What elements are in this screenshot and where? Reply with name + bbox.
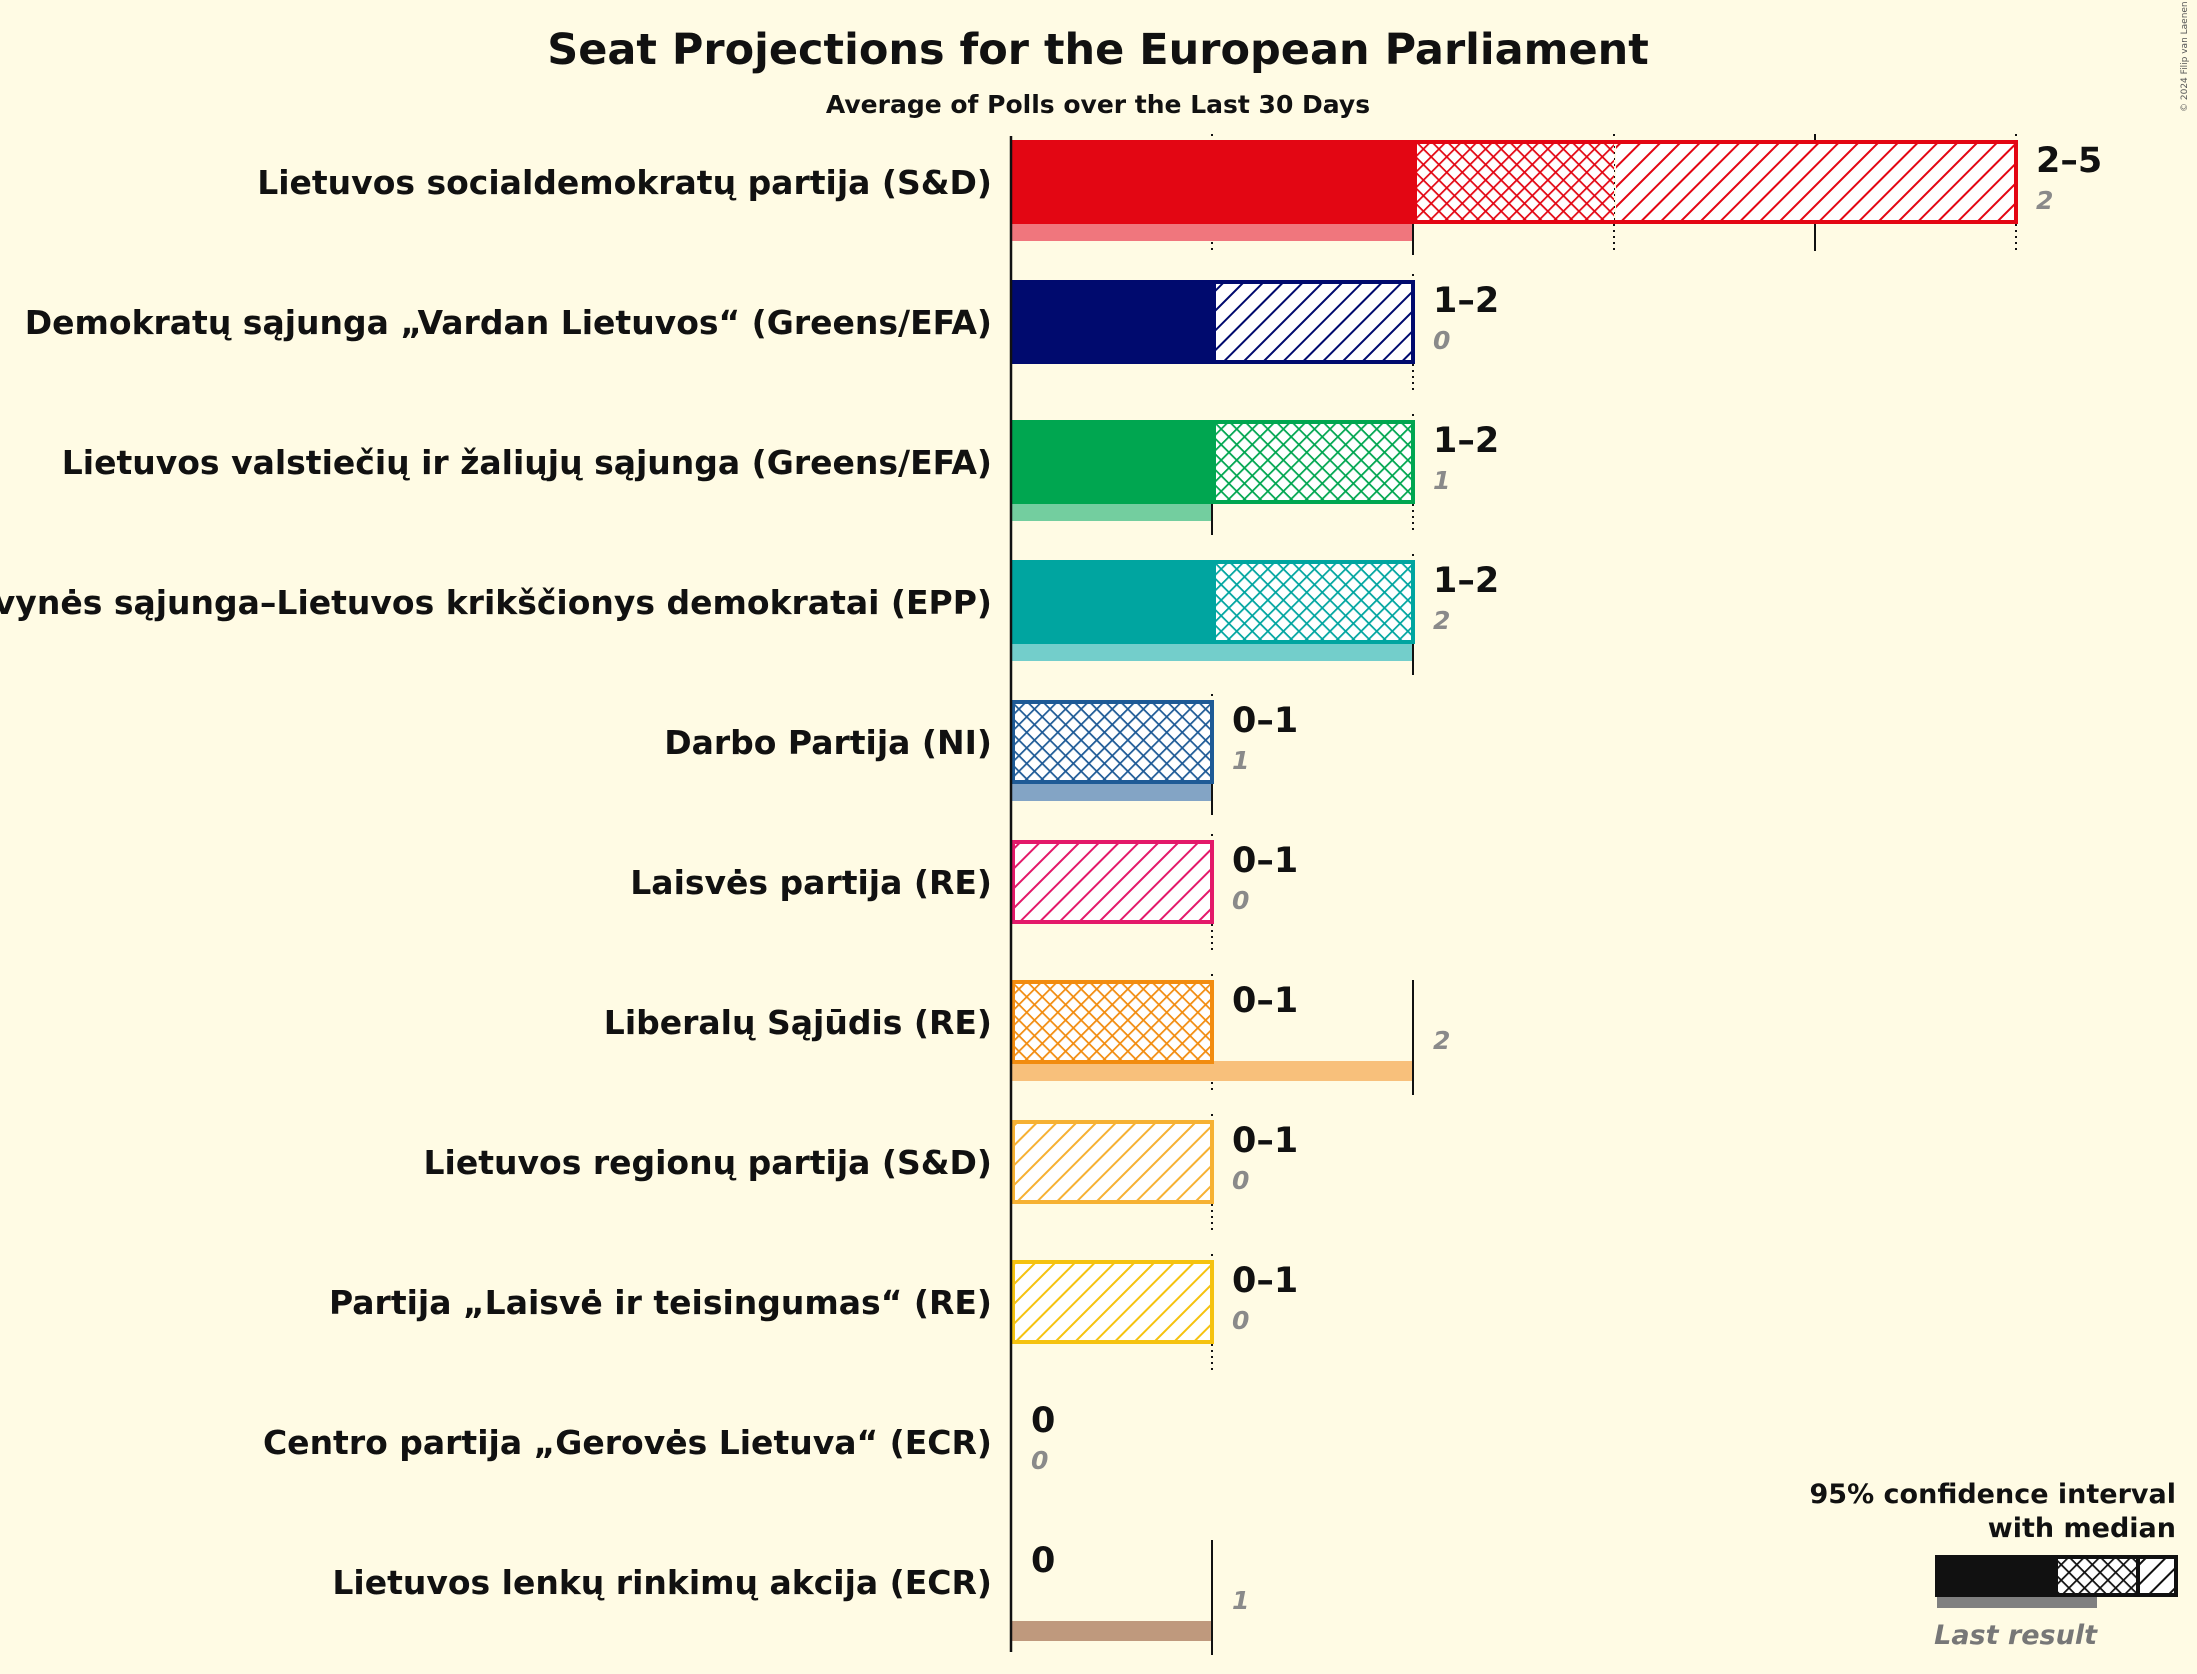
last-result-label: 0: [1031, 1446, 1048, 1475]
last-result-label: 0: [1433, 326, 1450, 355]
party-row: Partija „Laisvė ir teisingumas“ (RE) 0–1 0: [329, 1260, 1298, 1344]
ci-lower-bar: [1013, 982, 1212, 1062]
last-result-bar: [1011, 641, 1413, 661]
seat-range-label: 0: [1031, 1541, 1055, 1581]
party-label: Laisvės partija (RE): [630, 863, 992, 902]
last-result-label: 1: [1232, 746, 1249, 775]
party-row: Lietuvos regionų partija (S&D) 0–1 0: [424, 1120, 1298, 1204]
chart-title: Seat Projections for the European Parlia…: [547, 25, 1649, 75]
party-label: Tėvynės sąjunga–Lietuvos krikščionys dem…: [0, 583, 992, 622]
last-result-label: 2: [2036, 186, 2053, 215]
last-result-bar: [1011, 221, 1413, 241]
seat-range-label: 1–2: [1433, 281, 1499, 321]
seat-range-label: 0–1: [1232, 701, 1298, 741]
ci-outline: [1011, 1120, 1214, 1204]
legend-ci-line1: 95% confidence interval: [1810, 1479, 2176, 1510]
party-label: Lietuvos regionų partija (S&D): [424, 1143, 992, 1182]
last-result-label: 2: [1433, 606, 1450, 635]
legend-last-result-label: Last result: [1934, 1620, 2098, 1651]
last-result-bar: [1011, 501, 1212, 521]
ci-outline: [1011, 700, 1214, 784]
legend: 95% confidence interval with median Last…: [1810, 1479, 2178, 1651]
last-result-bar: [1011, 1061, 1413, 1081]
legend-ci-line2: with median: [1988, 1513, 2176, 1544]
last-result-label: 1: [1232, 1586, 1249, 1615]
party-row: Lietuvos lenkų rinkimų akcija (ECR) 0 1: [332, 1540, 1249, 1655]
seat-range-label: 2–5: [2036, 141, 2102, 181]
ci-outline: [1011, 1260, 1214, 1344]
legend-solid-swatch: [1935, 1555, 2056, 1597]
ci-upper-bar: [1013, 1262, 1212, 1342]
last-result-bar: [1011, 781, 1212, 801]
copyright-note: © 2024 Filip van Laenen: [2180, 1, 2190, 112]
bars: Lietuvos socialdemokratų partija (S&D) 2–…: [0, 140, 2102, 1655]
ci-outline: [1011, 840, 1214, 924]
ci-upper-bar: [1616, 142, 2016, 222]
seat-range-label: 1–2: [1433, 561, 1499, 601]
plot-area: Lietuvos socialdemokratų partija (S&D) 2–…: [0, 134, 2102, 1655]
seat-range-label: 0: [1031, 1401, 1055, 1441]
ci-lower-bar: [1214, 422, 1413, 502]
party-row: Centro partija „Gerovės Lietuva“ (ECR) 0 0: [263, 1401, 1055, 1475]
ci-lower-bar: [1013, 702, 1212, 782]
solid-bar: [1011, 280, 1212, 364]
party-label: Partija „Laisvė ir teisingumas“ (RE): [329, 1283, 992, 1322]
ci-outline: [1011, 980, 1214, 1064]
legend-crosshatch-swatch: [2054, 1555, 2140, 1597]
seat-range-label: 1–2: [1433, 421, 1499, 461]
last-result-bar: [1011, 1621, 1212, 1641]
party-row: Darbo Partija (NI) 0–1 1: [664, 700, 1298, 815]
ci-outline: [1212, 420, 1415, 504]
seat-range-label: 0–1: [1232, 1121, 1298, 1161]
solid-bar: [1011, 420, 1212, 504]
ci-outline: [1212, 560, 1415, 644]
party-label: Liberalų Sąjūdis (RE): [604, 1003, 992, 1042]
ci-lower-bar: [1415, 142, 1614, 222]
seat-range-label: 0–1: [1232, 841, 1298, 881]
party-row: Lietuvos valstiečių ir žaliųjų sąjunga (…: [62, 420, 1499, 535]
last-result-label: 2: [1433, 1026, 1450, 1055]
party-row: Tėvynės sąjunga–Lietuvos krikščionys dem…: [0, 560, 1499, 675]
last-result-label: 0: [1232, 1166, 1249, 1195]
ci-outline: [1212, 280, 1415, 364]
party-label: Centro partija „Gerovės Lietuva“ (ECR): [263, 1423, 992, 1462]
last-result-label: 1: [1433, 466, 1450, 495]
legend-diagonal-swatch: [2136, 1555, 2178, 1597]
party-label: Lietuvos valstiečių ir žaliųjų sąjunga (…: [62, 443, 992, 482]
party-label: Lietuvos lenkų rinkimų akcija (ECR): [332, 1563, 992, 1602]
party-row: Liberalų Sąjūdis (RE) 0–1 2: [604, 980, 1450, 1095]
party-label: Lietuvos socialdemokratų partija (S&D): [257, 163, 992, 202]
seat-range-label: 0–1: [1232, 1261, 1298, 1301]
ci-lower-bar: [1214, 562, 1413, 642]
last-result-label: 0: [1232, 1306, 1249, 1335]
solid-bar: [1011, 140, 1413, 224]
chart-subtitle: Average of Polls over the Last 30 Days: [826, 90, 1370, 119]
last-result-label: 0: [1232, 886, 1249, 915]
party-label: Demokratų sąjunga „Vardan Lietuvos“ (Gre…: [25, 303, 992, 342]
ci-outline: [1413, 140, 2018, 224]
seat-range-label: 0–1: [1232, 981, 1298, 1021]
ci-upper-bar: [1013, 842, 1212, 922]
ci-upper-bar: [1214, 282, 1413, 362]
party-row: Lietuvos socialdemokratų partija (S&D) 2–…: [257, 140, 2102, 255]
party-label: Darbo Partija (NI): [664, 723, 992, 762]
ci-upper-bar: [1013, 1122, 1212, 1202]
party-row: Demokratų sąjunga „Vardan Lietuvos“ (Gre…: [25, 280, 1499, 364]
solid-bar: [1011, 560, 1212, 644]
party-row: Laisvės partija (RE) 0–1 0: [630, 840, 1298, 924]
